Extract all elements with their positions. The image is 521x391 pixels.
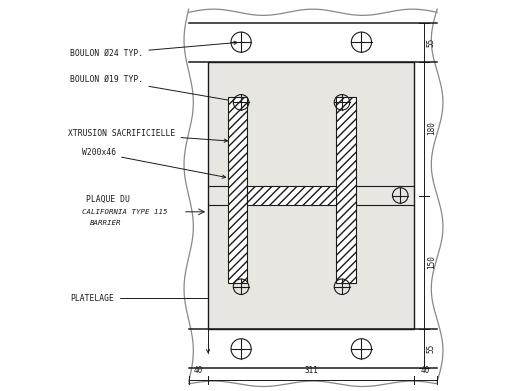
Text: BOULON Ø19 TYP.: BOULON Ø19 TYP.	[70, 75, 237, 103]
Text: CALIFORNIA TYPE 115: CALIFORNIA TYPE 115	[82, 209, 167, 215]
Text: PLATELAGE: PLATELAGE	[70, 294, 209, 353]
Text: 55: 55	[427, 344, 436, 353]
Bar	[228, 97, 247, 283]
Text: 150: 150	[427, 256, 436, 269]
Text: 40: 40	[194, 366, 203, 375]
Text: PLAQUE DU: PLAQUE DU	[86, 195, 130, 204]
Text: 180: 180	[427, 122, 436, 135]
Text: BOULON Ø24 TYP.: BOULON Ø24 TYP.	[70, 41, 237, 58]
Text: 311: 311	[304, 366, 318, 375]
Text: W200x46: W200x46	[82, 148, 226, 178]
Bar	[336, 97, 356, 283]
Bar	[208, 61, 414, 330]
Text: XTRUSION SACRIFICIELLE: XTRUSION SACRIFICIELLE	[68, 129, 228, 142]
Text: 40: 40	[421, 366, 430, 375]
Text: 55: 55	[427, 38, 436, 47]
Text: BARRIER: BARRIER	[90, 221, 121, 226]
Bar	[247, 186, 336, 205]
